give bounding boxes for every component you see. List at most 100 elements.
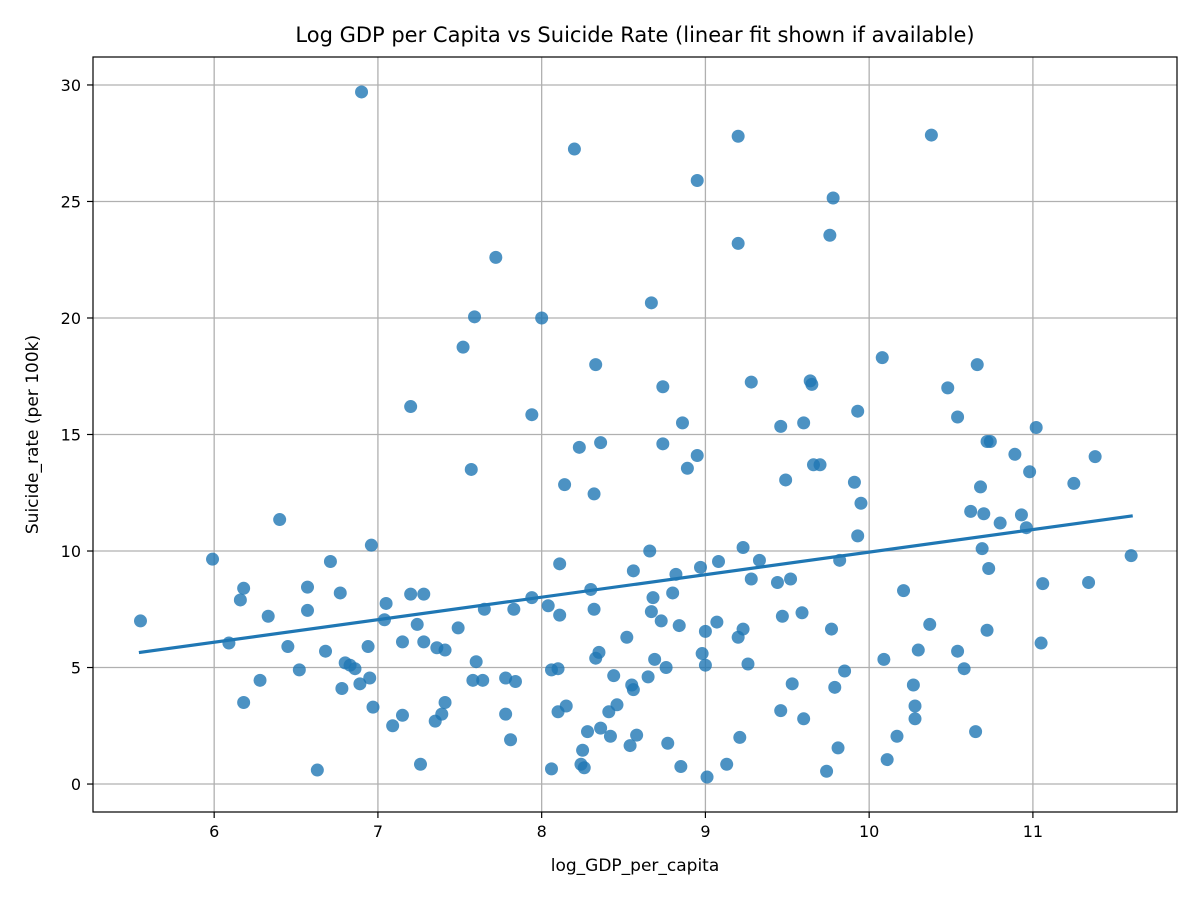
data-point xyxy=(693,560,707,574)
data-point xyxy=(851,529,865,543)
data-point xyxy=(680,461,694,475)
data-point xyxy=(535,311,549,325)
data-point xyxy=(993,516,1007,530)
data-point xyxy=(661,736,675,750)
data-point xyxy=(1067,476,1081,490)
data-point xyxy=(292,663,306,677)
data-point xyxy=(206,552,220,566)
data-point xyxy=(982,561,996,575)
data-point xyxy=(672,619,686,633)
x-axis-label: log_GDP_per_capita xyxy=(551,856,720,876)
y-tick-label: 5 xyxy=(71,659,81,678)
data-point xyxy=(559,699,573,713)
data-point xyxy=(752,553,766,567)
y-axis-label: Suicide_rate (per 100k) xyxy=(23,335,43,534)
data-point xyxy=(508,675,522,689)
data-point xyxy=(1029,421,1043,435)
data-point xyxy=(736,541,750,555)
data-point xyxy=(464,462,478,476)
fit-line xyxy=(138,514,1133,655)
data-point xyxy=(587,602,601,616)
data-point xyxy=(348,662,362,676)
data-point xyxy=(1124,549,1138,563)
data-point xyxy=(720,757,734,771)
data-point xyxy=(576,743,590,757)
data-point xyxy=(581,725,595,739)
data-point xyxy=(553,608,567,622)
data-point xyxy=(820,764,834,778)
data-point xyxy=(466,673,480,687)
data-point xyxy=(301,580,315,594)
data-point xyxy=(301,603,315,617)
data-point xyxy=(310,763,324,777)
data-point xyxy=(826,191,840,205)
data-point xyxy=(623,739,637,753)
data-point xyxy=(923,617,937,631)
data-point xyxy=(908,712,922,726)
data-point xyxy=(797,416,811,430)
gridlines xyxy=(93,57,1177,812)
data-point xyxy=(656,437,670,451)
data-point xyxy=(877,652,891,666)
data-point xyxy=(133,614,147,628)
data-point xyxy=(924,128,938,142)
data-point xyxy=(603,729,617,743)
data-point xyxy=(353,677,367,691)
data-point xyxy=(957,662,971,676)
data-point xyxy=(644,605,658,619)
data-point xyxy=(577,761,591,775)
x-tick-label: 10 xyxy=(859,822,879,841)
data-point xyxy=(558,478,572,492)
data-point xyxy=(504,733,518,747)
y-tick-label: 0 xyxy=(71,775,81,794)
data-point xyxy=(847,475,861,489)
data-point xyxy=(551,662,565,676)
data-point xyxy=(710,615,724,629)
data-point xyxy=(674,760,688,774)
data-point xyxy=(656,380,670,394)
data-point xyxy=(951,410,965,424)
y-tick-label: 30 xyxy=(61,76,81,95)
data-point xyxy=(828,680,842,694)
data-point xyxy=(476,673,490,687)
data-point xyxy=(404,400,418,414)
data-point xyxy=(404,587,418,601)
data-point xyxy=(607,669,621,683)
y-tick-label: 25 xyxy=(61,192,81,211)
data-point xyxy=(589,358,603,372)
data-point xyxy=(890,729,904,743)
data-point xyxy=(417,587,431,601)
data-point xyxy=(469,655,483,669)
data-point xyxy=(977,507,991,521)
data-point xyxy=(364,538,378,552)
data-point xyxy=(363,671,377,685)
data-point xyxy=(417,635,431,649)
data-point xyxy=(975,542,989,556)
data-point xyxy=(941,381,955,395)
data-point xyxy=(797,712,811,726)
data-point xyxy=(281,640,295,654)
data-point xyxy=(438,695,452,709)
data-point xyxy=(395,635,409,649)
data-point xyxy=(646,591,660,605)
data-points xyxy=(133,85,1138,784)
data-point xyxy=(785,677,799,691)
data-point xyxy=(1088,450,1102,464)
data-point xyxy=(541,599,555,613)
data-point xyxy=(880,753,894,767)
x-tick-label: 8 xyxy=(537,822,547,841)
data-point xyxy=(983,434,997,448)
data-point xyxy=(237,695,251,709)
data-point xyxy=(410,617,424,631)
data-point xyxy=(1034,636,1048,650)
x-tick-label: 11 xyxy=(1023,822,1043,841)
data-point xyxy=(770,575,784,589)
data-point xyxy=(733,730,747,744)
data-point xyxy=(499,707,513,721)
data-point xyxy=(456,340,470,354)
data-point xyxy=(675,416,689,430)
data-point xyxy=(237,581,251,595)
data-point xyxy=(851,404,865,418)
data-point xyxy=(644,296,658,310)
data-point xyxy=(974,480,988,494)
